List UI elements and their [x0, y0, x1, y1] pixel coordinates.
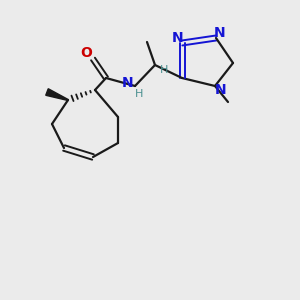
Text: H: H	[135, 89, 143, 99]
Text: N: N	[172, 31, 184, 45]
Text: N: N	[214, 26, 226, 40]
Text: N: N	[122, 76, 134, 90]
Polygon shape	[46, 89, 68, 100]
Text: O: O	[80, 46, 92, 60]
Text: N: N	[215, 83, 227, 97]
Text: H: H	[160, 65, 168, 75]
